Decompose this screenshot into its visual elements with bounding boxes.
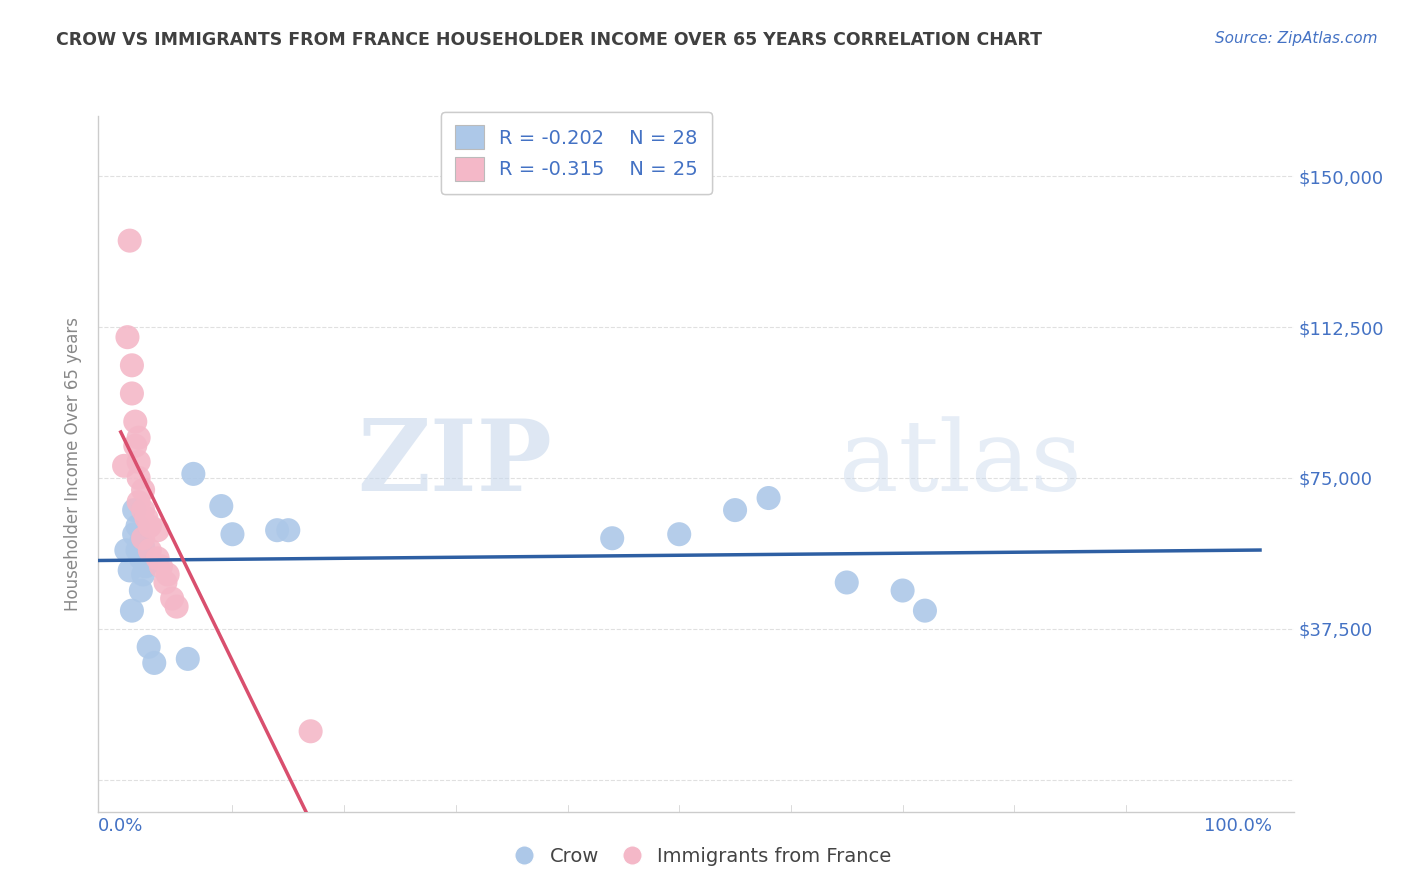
Point: [124, 415, 146, 429]
Point: [118, 234, 141, 248]
Text: Source: ZipAtlas.com: Source: ZipAtlas.com: [1215, 31, 1378, 46]
Point: [138, 640, 160, 654]
Legend: Crow, Immigrants from France: Crow, Immigrants from France: [506, 838, 900, 873]
Point: [129, 583, 152, 598]
Text: CROW VS IMMIGRANTS FROM FRANCE HOUSEHOLDER INCOME OVER 65 YEARS CORRELATION CHAR: CROW VS IMMIGRANTS FROM FRANCE HOUSEHOLD…: [56, 31, 1042, 49]
Point: [134, 559, 156, 574]
Legend: R = -0.202    N = 28, R = -0.315    N = 25: R = -0.202 N = 28, R = -0.315 N = 25: [441, 112, 711, 194]
Point: [124, 439, 146, 453]
Point: [127, 519, 149, 533]
Point: [132, 531, 155, 545]
Point: [128, 455, 150, 469]
Point: [117, 330, 139, 344]
Point: [128, 495, 150, 509]
Point: [139, 543, 162, 558]
Point: [115, 543, 138, 558]
Point: [914, 604, 936, 618]
Point: [177, 652, 200, 666]
Point: [155, 575, 177, 590]
Point: [118, 563, 141, 577]
Point: [149, 559, 172, 574]
Point: [835, 575, 858, 590]
Point: [166, 599, 188, 614]
Text: atlas: atlas: [839, 416, 1083, 512]
Y-axis label: Householder Income Over 65 years: Householder Income Over 65 years: [65, 317, 83, 611]
Point: [132, 483, 155, 497]
Point: [183, 467, 205, 481]
Point: [135, 511, 157, 525]
Point: [122, 527, 145, 541]
Point: [668, 527, 690, 541]
Point: [129, 551, 152, 566]
Point: [299, 724, 322, 739]
Point: [277, 523, 299, 537]
Text: ZIP: ZIP: [357, 416, 553, 512]
Point: [156, 567, 179, 582]
Point: [128, 431, 150, 445]
Point: [121, 386, 143, 401]
Point: [758, 491, 780, 505]
Point: [132, 567, 155, 582]
Point: [891, 583, 914, 598]
Point: [600, 531, 623, 545]
Point: [209, 499, 232, 513]
Point: [128, 471, 150, 485]
Point: [129, 535, 152, 549]
Point: [121, 604, 143, 618]
Point: [139, 519, 162, 533]
Point: [122, 503, 145, 517]
Point: [121, 359, 143, 373]
Point: [221, 527, 243, 541]
Point: [127, 543, 149, 558]
Point: [160, 591, 183, 606]
Point: [132, 539, 155, 553]
Point: [143, 656, 166, 670]
Point: [724, 503, 747, 517]
Point: [132, 503, 155, 517]
Point: [112, 458, 135, 473]
Point: [146, 551, 169, 566]
Point: [266, 523, 288, 537]
Point: [146, 523, 169, 537]
